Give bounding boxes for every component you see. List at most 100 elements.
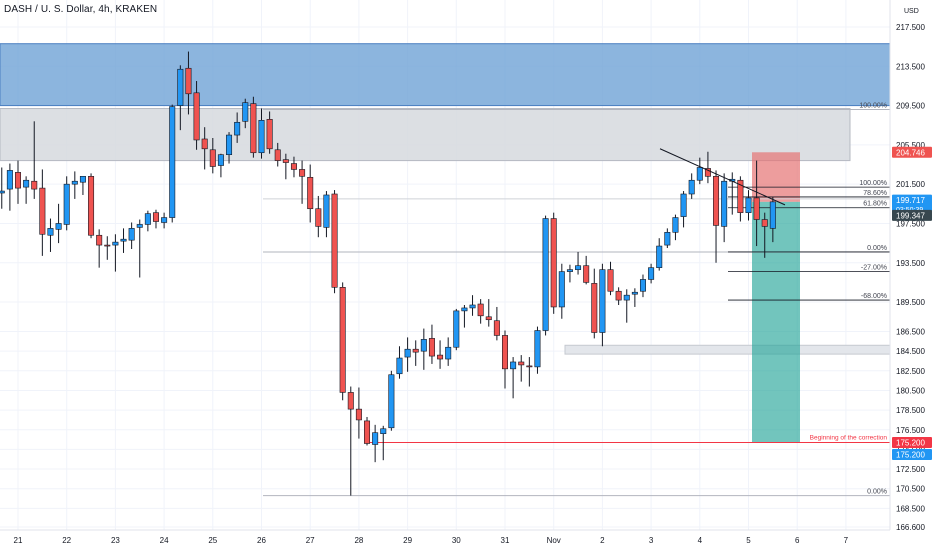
candle-body[interactable] bbox=[412, 348, 419, 353]
candle-body[interactable] bbox=[404, 348, 411, 358]
stop-loss-zone[interactable] bbox=[752, 152, 800, 202]
candle-body[interactable] bbox=[623, 294, 630, 301]
candle-body[interactable] bbox=[6, 170, 13, 190]
candle-body[interactable] bbox=[63, 183, 70, 225]
candle-body[interactable] bbox=[380, 428, 387, 434]
candle-body[interactable] bbox=[745, 197, 752, 213]
candle-body[interactable] bbox=[234, 121, 241, 136]
candle-body[interactable] bbox=[591, 283, 598, 333]
candle-body[interactable] bbox=[688, 179, 695, 195]
candle-body[interactable] bbox=[31, 180, 38, 190]
candle-body[interactable] bbox=[290, 163, 297, 170]
resistance-zone-gray[interactable] bbox=[0, 108, 851, 162]
candle-body[interactable] bbox=[347, 392, 354, 410]
candle-body[interactable] bbox=[185, 67, 192, 95]
candle-body[interactable] bbox=[39, 187, 46, 235]
candle-body[interactable] bbox=[753, 197, 760, 220]
candle-body[interactable] bbox=[396, 357, 403, 375]
candle-body[interactable] bbox=[144, 213, 151, 225]
candle-body[interactable] bbox=[639, 279, 646, 292]
candle-body[interactable] bbox=[453, 310, 460, 348]
candle-body[interactable] bbox=[274, 149, 281, 161]
candle-body[interactable] bbox=[0, 190, 5, 194]
candle-body[interactable] bbox=[88, 176, 95, 236]
candle-body[interactable] bbox=[704, 168, 711, 177]
candle-body[interactable] bbox=[761, 219, 768, 227]
candle-body[interactable] bbox=[493, 320, 500, 336]
candle-body[interactable] bbox=[461, 307, 468, 312]
candle-body[interactable] bbox=[510, 361, 517, 370]
candle-body[interactable] bbox=[550, 218, 557, 308]
candle-body[interactable] bbox=[355, 408, 362, 421]
candle-body[interactable] bbox=[648, 267, 655, 280]
candle-body[interactable] bbox=[769, 201, 776, 229]
descending-trendline[interactable] bbox=[659, 148, 786, 206]
candle-body[interactable] bbox=[420, 339, 427, 352]
candle-body[interactable] bbox=[615, 290, 622, 301]
candle-body[interactable] bbox=[372, 432, 379, 445]
candle-body[interactable] bbox=[266, 119, 273, 150]
candle-body[interactable] bbox=[209, 149, 216, 167]
candle-body[interactable] bbox=[737, 179, 744, 213]
candle-body[interactable] bbox=[558, 271, 565, 308]
resistance-zone-blue[interactable] bbox=[0, 43, 891, 107]
candle-body[interactable] bbox=[250, 103, 257, 154]
candle-body[interactable] bbox=[15, 172, 22, 189]
candle-body[interactable] bbox=[128, 228, 135, 241]
candle-body[interactable] bbox=[299, 169, 306, 177]
candle-body[interactable] bbox=[583, 265, 590, 283]
candle-body[interactable] bbox=[526, 365, 533, 368]
candle-body[interactable] bbox=[631, 291, 638, 295]
candle-body[interactable] bbox=[721, 180, 728, 227]
support-zone-gray[interactable] bbox=[564, 344, 891, 355]
candle-body[interactable] bbox=[120, 238, 127, 242]
candle-body[interactable] bbox=[566, 269, 573, 272]
candle-body[interactable] bbox=[136, 224, 143, 228]
candle-body[interactable] bbox=[656, 245, 663, 268]
candle-body[interactable] bbox=[437, 354, 444, 360]
candle-body[interactable] bbox=[501, 335, 508, 370]
candle-body[interactable] bbox=[680, 193, 687, 217]
candle-body[interactable] bbox=[96, 234, 103, 246]
candle-body[interactable] bbox=[112, 241, 119, 246]
candle-body[interactable] bbox=[575, 265, 582, 270]
candle-body[interactable] bbox=[445, 346, 452, 360]
candle-body[interactable] bbox=[307, 176, 314, 210]
candle-body[interactable] bbox=[331, 193, 338, 288]
candle-body[interactable] bbox=[599, 269, 606, 333]
candle-body[interactable] bbox=[161, 217, 168, 223]
candle-body[interactable] bbox=[339, 287, 346, 393]
candle-body[interactable] bbox=[696, 167, 703, 181]
candle-body[interactable] bbox=[217, 154, 224, 166]
candle-body[interactable] bbox=[169, 106, 176, 218]
candle-body[interactable] bbox=[664, 232, 671, 246]
candle-body[interactable] bbox=[364, 420, 371, 444]
candle-body[interactable] bbox=[71, 180, 78, 185]
candle-body[interactable] bbox=[388, 374, 395, 429]
candle-body[interactable] bbox=[534, 330, 541, 368]
candle-body[interactable] bbox=[485, 316, 492, 321]
candle-body[interactable] bbox=[23, 179, 30, 188]
candle-body[interactable] bbox=[226, 134, 233, 156]
candle-body[interactable] bbox=[79, 176, 86, 183]
candle-body[interactable] bbox=[55, 223, 62, 230]
candle-body[interactable] bbox=[282, 159, 289, 163]
candle-body[interactable] bbox=[177, 68, 184, 106]
candle-body[interactable] bbox=[477, 303, 484, 317]
candle-body[interactable] bbox=[672, 217, 679, 233]
candle-body[interactable] bbox=[47, 228, 54, 236]
candle-body[interactable] bbox=[242, 102, 249, 122]
candle-body[interactable] bbox=[713, 176, 720, 226]
candle-body[interactable] bbox=[104, 244, 111, 247]
candle-body[interactable] bbox=[542, 218, 549, 331]
candle-body[interactable] bbox=[193, 92, 200, 141]
candle-body[interactable] bbox=[315, 208, 322, 227]
candle-body[interactable] bbox=[518, 361, 525, 366]
candle-body[interactable] bbox=[323, 194, 330, 228]
candle-body[interactable] bbox=[428, 338, 435, 357]
candle-body[interactable] bbox=[469, 304, 476, 309]
candle-body[interactable] bbox=[258, 120, 265, 154]
candle-body[interactable] bbox=[201, 138, 208, 150]
candle-body[interactable] bbox=[607, 269, 614, 292]
